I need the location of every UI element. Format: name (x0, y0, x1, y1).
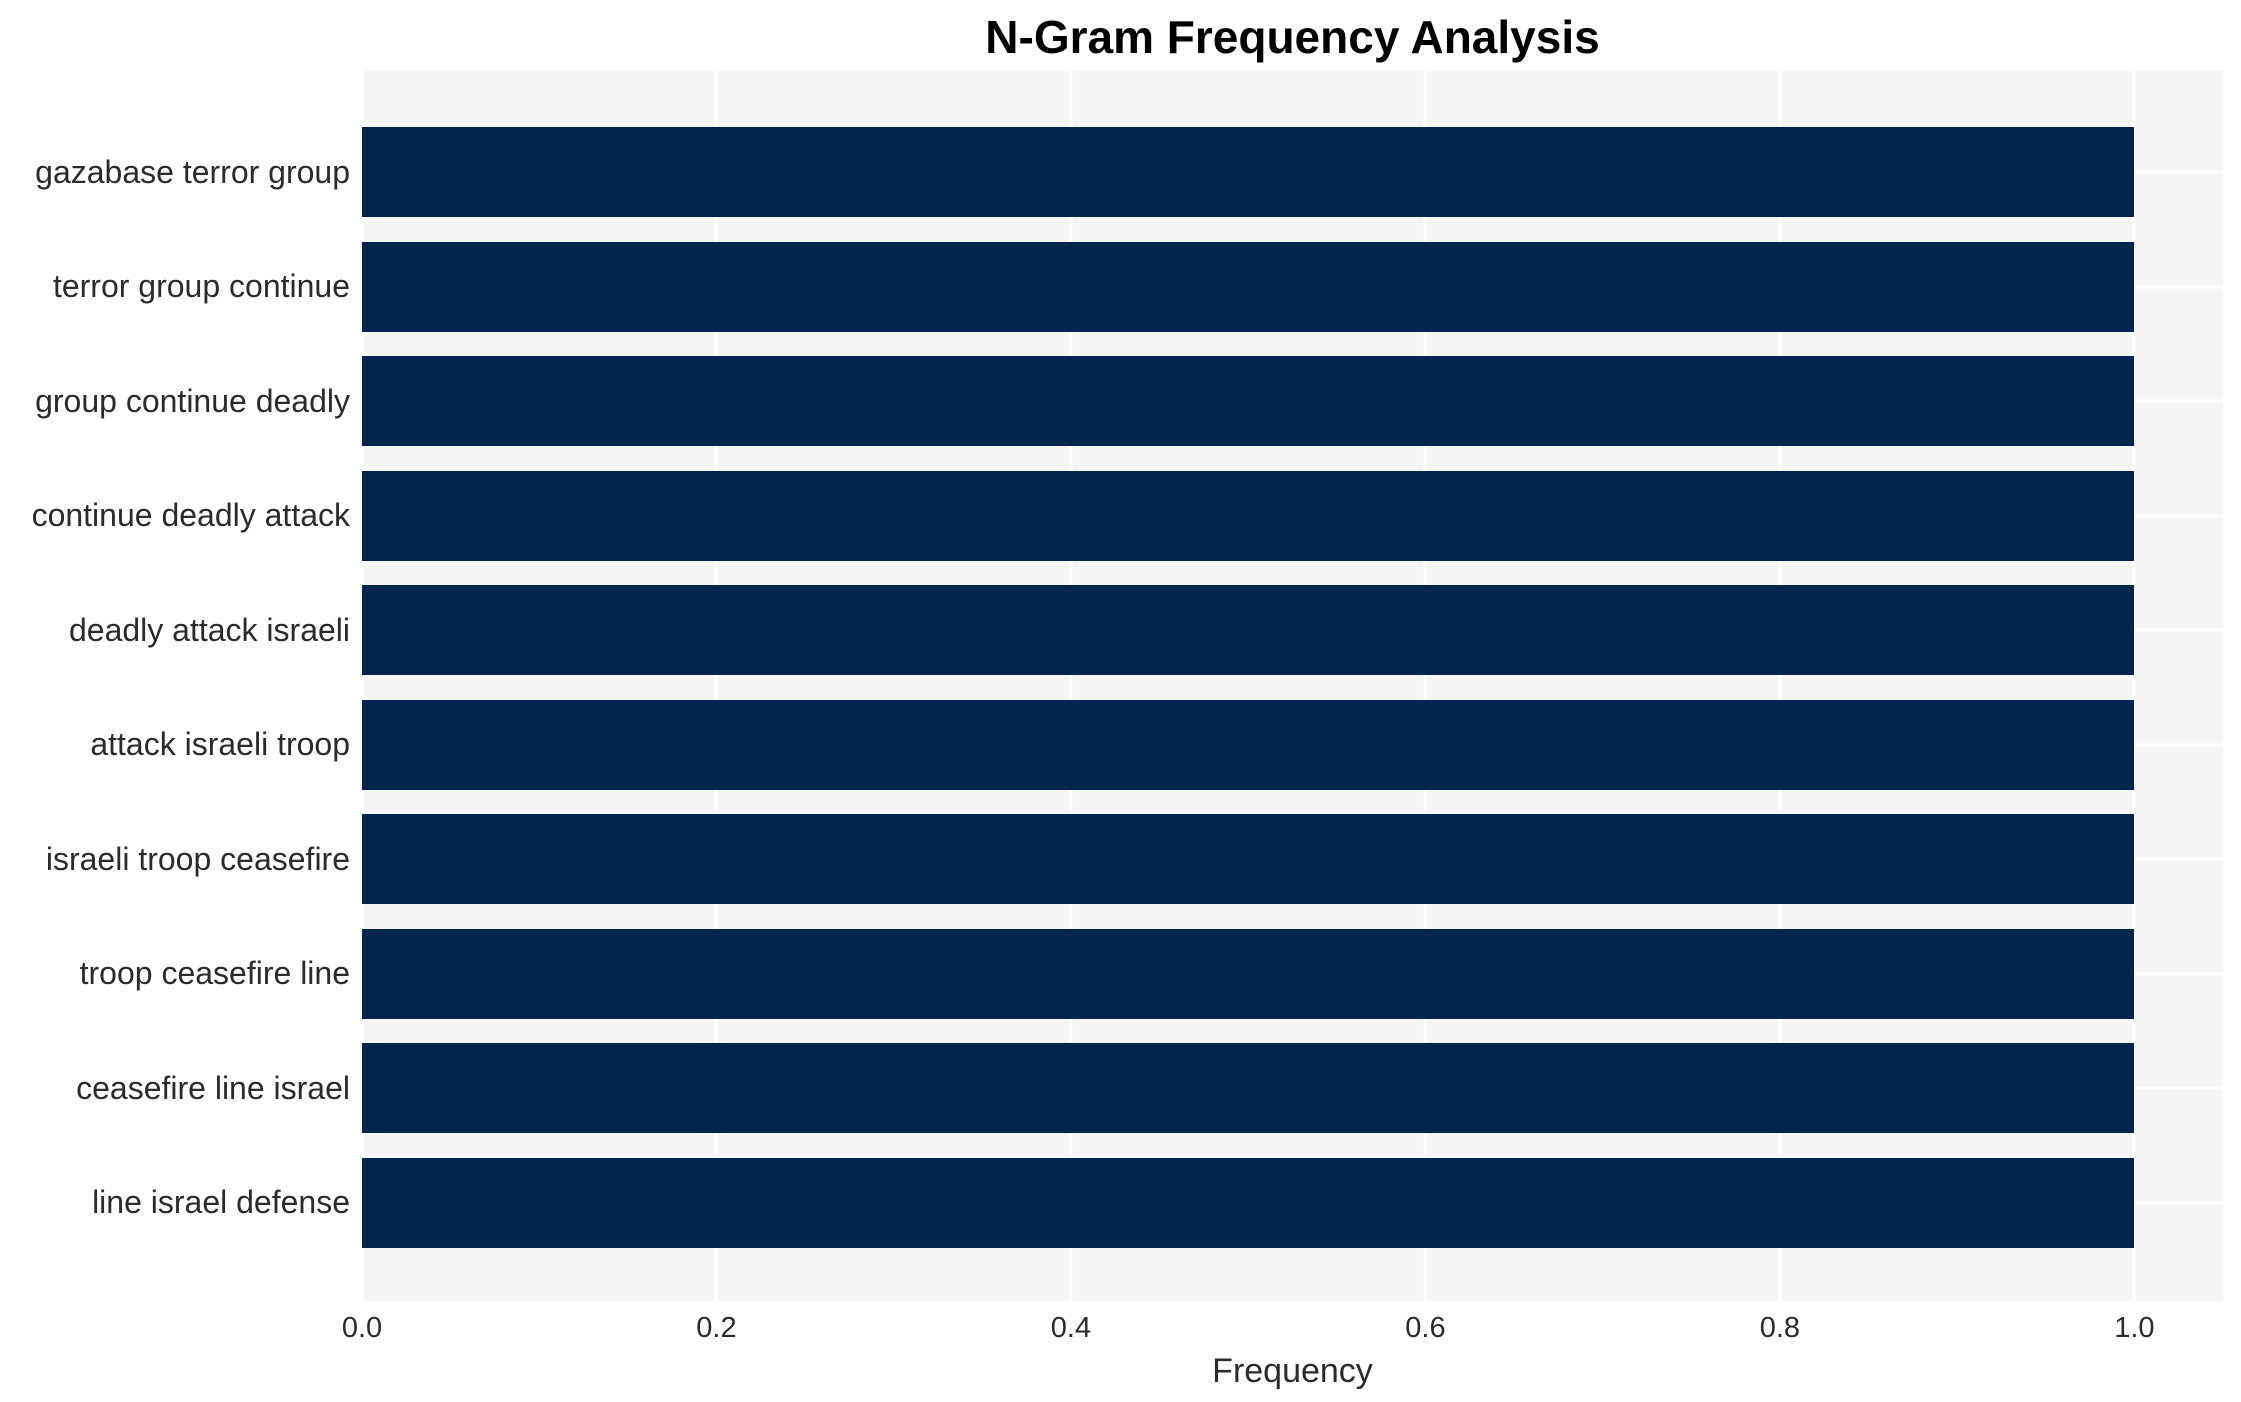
y-tick-label: deadly attack israeli (68, 611, 350, 648)
y-tick-label: terror group continue (52, 268, 350, 304)
y-tick-label: gazabase terror group (35, 153, 350, 190)
y-axis-labels: gazabase terror group terror group contin… (0, 71, 350, 1301)
vertical-gridline (714, 71, 718, 1301)
y-tick-label: israeli troop ceasefire (45, 840, 350, 877)
x-tick-label: 0.0 (341, 1312, 383, 1344)
x-axis-title: Frequency (1212, 1352, 1373, 1390)
x-tick-label: 0.4 (1050, 1312, 1092, 1344)
y-tick-label: ceasefire line israel (76, 1069, 350, 1106)
vertical-gridline (360, 71, 364, 1301)
x-tick-label: 0.8 (1759, 1312, 1801, 1344)
y-tick-label: troop ceasefire line (79, 955, 350, 991)
bar-line-israel-defense (362, 1157, 2135, 1248)
plot-area (360, 71, 2223, 1301)
vertical-gridline (1069, 71, 1073, 1301)
bar-terror-group-continue (362, 241, 2135, 332)
x-tick-label: 1.0 (2114, 1312, 2155, 1344)
y-tick-label: line israel defense (92, 1184, 350, 1220)
chart-title: N-Gram Frequency Analysis (985, 11, 1600, 63)
bar-gazabase-terror-group (362, 127, 2135, 217)
bar-continue-deadly-attack (362, 470, 2135, 561)
vertical-gridline (2132, 71, 2136, 1301)
y-tick-label: attack israeli troop (90, 726, 350, 762)
x-axis-ticks: 0.0 0.2 0.4 0.6 0.8 1.0 (342, 1312, 2223, 1349)
bar-israeli-troop-ceasefire (362, 814, 2135, 904)
x-tick-label: 0.6 (1405, 1312, 1446, 1344)
bar-group-continue-deadly (362, 356, 2135, 446)
y-tick-label: group continue deadly (35, 382, 350, 419)
bar-ceasefire-line-israel (362, 1043, 2135, 1133)
y-tick-label: continue deadly attack (31, 497, 350, 533)
bar-troop-ceasefire-line (362, 928, 2135, 1019)
vertical-gridline (1778, 71, 1782, 1301)
bar-deadly-attack-israeli (362, 585, 2135, 675)
bar-attack-israeli-troop (362, 699, 2135, 790)
x-tick-label: 0.2 (696, 1312, 737, 1344)
vertical-gridline (1423, 71, 1427, 1301)
